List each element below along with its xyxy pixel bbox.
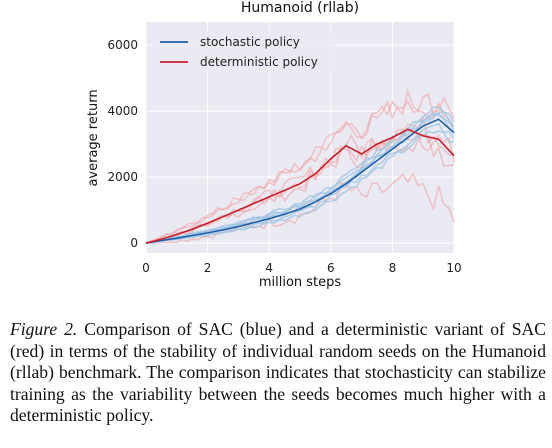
x-axis-label: million steps (259, 275, 342, 290)
x-tick-label: 4 (265, 261, 273, 275)
legend-label-deterministic: deterministic policy (200, 55, 318, 69)
x-tick-label: 0 (142, 261, 150, 275)
figure-caption: Figure 2. Comparison of SAC (blue) and a… (10, 319, 546, 427)
y-tick-label: 0 (130, 236, 138, 250)
line-chart: 0 2 4 6 8 10 0 2000 4000 6000 Humanoid (rllab) mi… (86, 0, 462, 290)
y-tick-label: 6000 (107, 38, 138, 52)
x-tick-label: 6 (327, 261, 335, 275)
y-tick-label: 4000 (107, 104, 138, 118)
stochastic-seed-line (145, 110, 455, 244)
legend-box (152, 31, 334, 73)
y-tick-label: 2000 (107, 170, 138, 184)
legend-label-stochastic: stochastic policy (200, 35, 300, 49)
deterministic-seed-line (145, 87, 455, 244)
stochastic-mean-line (145, 118, 455, 244)
deterministic-mean-line (145, 128, 455, 244)
x-tick-label: 2 (204, 261, 212, 275)
x-tick-label: 10 (446, 261, 461, 275)
x-tick-label: 8 (389, 261, 397, 275)
deterministic-seed-line (145, 116, 455, 244)
caption-text: Comparison of SAC (blue) and a determini… (10, 319, 546, 425)
legend: stochastic policy deterministic policy (152, 31, 334, 73)
stochastic-seed-line (145, 106, 455, 244)
stochastic-seed-line (145, 122, 455, 244)
deterministic-seed-line (145, 171, 455, 244)
chart-title: Humanoid (rllab) (241, 0, 359, 16)
y-axis-label: average return (86, 89, 101, 186)
caption-label: Figure 2. (10, 319, 78, 339)
